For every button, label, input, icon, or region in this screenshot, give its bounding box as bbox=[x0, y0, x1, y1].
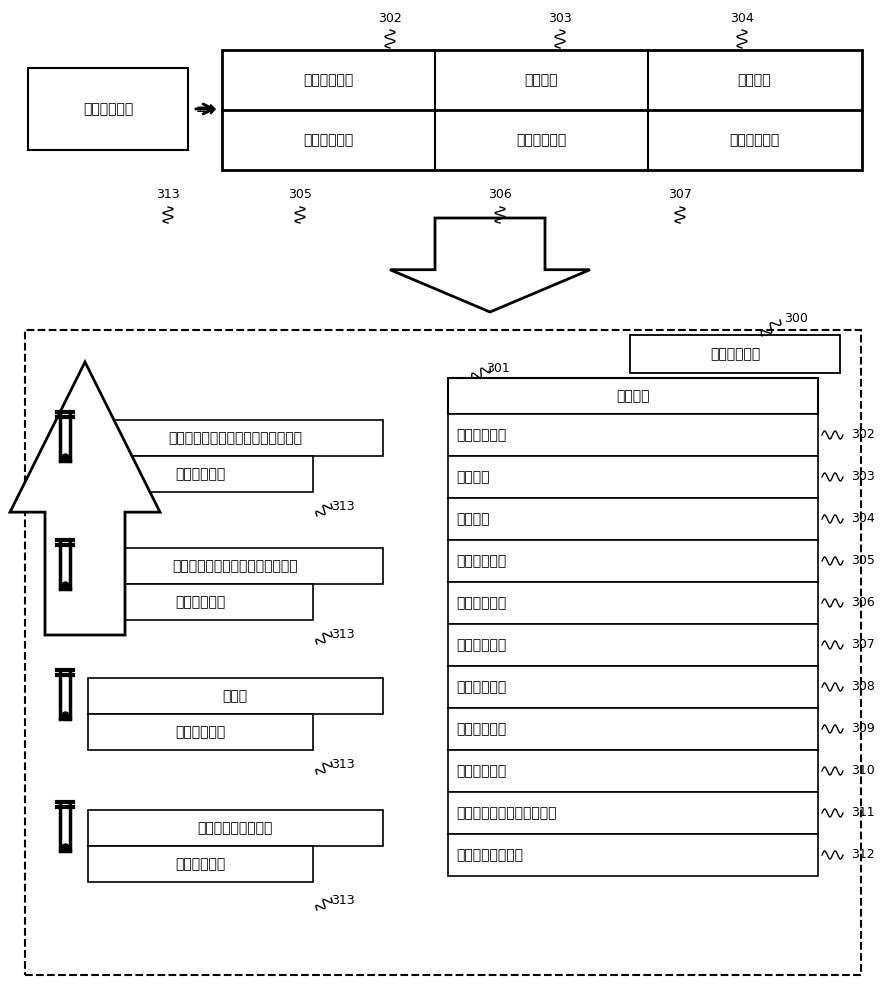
Bar bbox=[448, 666, 818, 708]
Text: 308: 308 bbox=[851, 680, 875, 694]
Text: 加入抗凝固剂（氟化钠）的采血管: 加入抗凝固剂（氟化钠）的采血管 bbox=[172, 559, 298, 573]
Text: 测定完成时刻: 测定完成时刻 bbox=[456, 722, 506, 736]
Bar bbox=[88, 678, 383, 714]
Bar bbox=[88, 584, 313, 620]
Text: 313: 313 bbox=[331, 894, 354, 906]
Text: ⇒: ⇒ bbox=[196, 97, 216, 121]
Text: 检体识别信息: 检体识别信息 bbox=[83, 102, 133, 116]
Bar bbox=[448, 750, 818, 792]
Text: 测定完成信息: 测定完成信息 bbox=[456, 764, 506, 778]
Text: 312: 312 bbox=[851, 848, 874, 861]
Bar bbox=[448, 498, 818, 540]
Text: 检体检查信息: 检体检查信息 bbox=[516, 133, 566, 147]
Text: 设置顺序信息: 设置顺序信息 bbox=[456, 680, 506, 694]
Text: 309: 309 bbox=[851, 722, 874, 736]
Bar bbox=[448, 378, 818, 414]
Text: 300: 300 bbox=[784, 312, 808, 324]
Text: 313: 313 bbox=[331, 499, 354, 512]
Bar bbox=[88, 420, 383, 456]
Text: 订单编号: 订单编号 bbox=[737, 73, 771, 87]
Text: 305: 305 bbox=[851, 554, 875, 568]
Text: 306: 306 bbox=[488, 188, 512, 202]
Text: 自动分析装置: 自动分析装置 bbox=[710, 347, 760, 361]
Text: 303: 303 bbox=[851, 471, 874, 484]
Text: 患者编号: 患者编号 bbox=[525, 73, 558, 87]
Text: 313: 313 bbox=[156, 188, 180, 202]
Polygon shape bbox=[10, 362, 160, 635]
Bar bbox=[88, 846, 313, 882]
Text: 313: 313 bbox=[331, 628, 354, 641]
Text: 301: 301 bbox=[486, 361, 509, 374]
Bar bbox=[28, 68, 188, 150]
Text: 设置场所信息: 设置场所信息 bbox=[303, 133, 354, 147]
Bar bbox=[448, 708, 818, 750]
Bar bbox=[630, 335, 840, 373]
Text: 307: 307 bbox=[668, 188, 692, 202]
Text: 设置场所信息: 设置场所信息 bbox=[456, 554, 506, 568]
Text: 303: 303 bbox=[548, 11, 571, 24]
Bar bbox=[448, 582, 818, 624]
Text: 310: 310 bbox=[851, 764, 874, 778]
Text: 紧急检查信息: 紧急检查信息 bbox=[456, 428, 506, 442]
Text: 检体识别信息: 检体识别信息 bbox=[175, 857, 225, 871]
Text: 尿检体: 尿检体 bbox=[222, 689, 247, 703]
Polygon shape bbox=[390, 218, 590, 312]
Text: 306: 306 bbox=[851, 596, 874, 609]
Bar bbox=[25, 330, 861, 975]
Text: 检体识别信息: 检体识别信息 bbox=[175, 595, 225, 609]
Text: 其他检体测定完成最早时刻: 其他检体测定完成最早时刻 bbox=[456, 806, 556, 820]
Text: 检体检查信息: 检体检查信息 bbox=[456, 596, 506, 610]
Text: 检体识别信息: 检体识别信息 bbox=[175, 725, 225, 739]
Text: 紧急检查信息: 紧急检查信息 bbox=[303, 73, 354, 87]
Bar bbox=[222, 50, 862, 170]
Text: 313: 313 bbox=[331, 758, 354, 770]
Text: 检体类别信息: 检体类别信息 bbox=[729, 133, 779, 147]
Text: 血清分离材料采血管: 血清分离材料采血管 bbox=[198, 821, 273, 835]
Text: 304: 304 bbox=[730, 11, 754, 24]
Bar bbox=[88, 456, 313, 492]
Text: 检体识别信息: 检体识别信息 bbox=[175, 467, 225, 481]
Bar bbox=[448, 834, 818, 876]
Bar bbox=[448, 792, 818, 834]
Text: 加入抗凝固剂（柠檬酸钠）的采血管: 加入抗凝固剂（柠檬酸钠）的采血管 bbox=[168, 431, 302, 445]
Text: 检体类别信息: 检体类别信息 bbox=[456, 638, 506, 652]
Text: 302: 302 bbox=[378, 11, 402, 24]
Bar bbox=[448, 414, 818, 456]
Text: 测定等待顺序信息: 测定等待顺序信息 bbox=[456, 848, 523, 862]
Text: 检体信息: 检体信息 bbox=[617, 389, 649, 403]
Text: 患者编号: 患者编号 bbox=[456, 470, 489, 484]
Bar bbox=[448, 624, 818, 666]
Text: 304: 304 bbox=[851, 512, 874, 526]
Bar bbox=[448, 540, 818, 582]
Bar bbox=[88, 548, 383, 584]
Bar bbox=[88, 714, 313, 750]
Bar bbox=[448, 456, 818, 498]
Text: 311: 311 bbox=[851, 806, 874, 820]
Text: 307: 307 bbox=[851, 639, 875, 652]
Bar bbox=[88, 810, 383, 846]
Text: 302: 302 bbox=[851, 428, 874, 442]
Text: 订单编号: 订单编号 bbox=[456, 512, 489, 526]
Text: 305: 305 bbox=[288, 188, 312, 202]
